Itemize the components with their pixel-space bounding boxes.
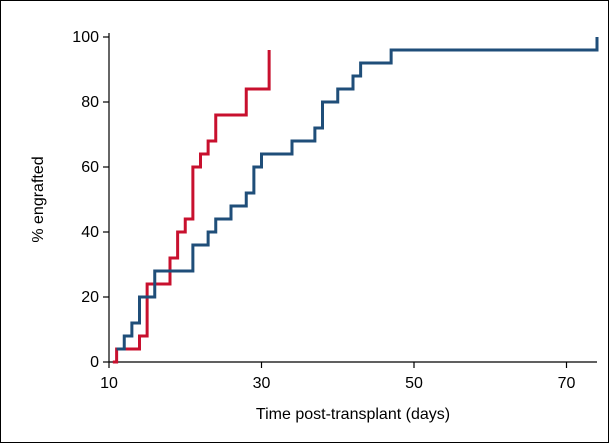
- x-tick-label: 30: [253, 375, 271, 392]
- series-line-1: [112, 50, 271, 364]
- y-tick-label: 100: [72, 29, 99, 46]
- axes: 0 20 40 60 80 100 10 30 50 70: [72, 29, 597, 392]
- y-tick-label: 40: [81, 224, 99, 241]
- y-tick-label: 20: [81, 289, 99, 306]
- x-tick-label: 70: [558, 375, 576, 392]
- x-axis-label: Time post-transplant (days): [256, 406, 450, 423]
- series-layer: [112, 37, 599, 364]
- series-line-2: [116, 37, 599, 351]
- x-tick-label: 50: [405, 375, 423, 392]
- y-tick-label: 0: [90, 354, 99, 371]
- y-tick-label: 60: [81, 159, 99, 176]
- y-axis-label: % engrafted: [30, 156, 47, 242]
- y-tick-label: 80: [81, 94, 99, 111]
- x-tick-label: 10: [100, 375, 118, 392]
